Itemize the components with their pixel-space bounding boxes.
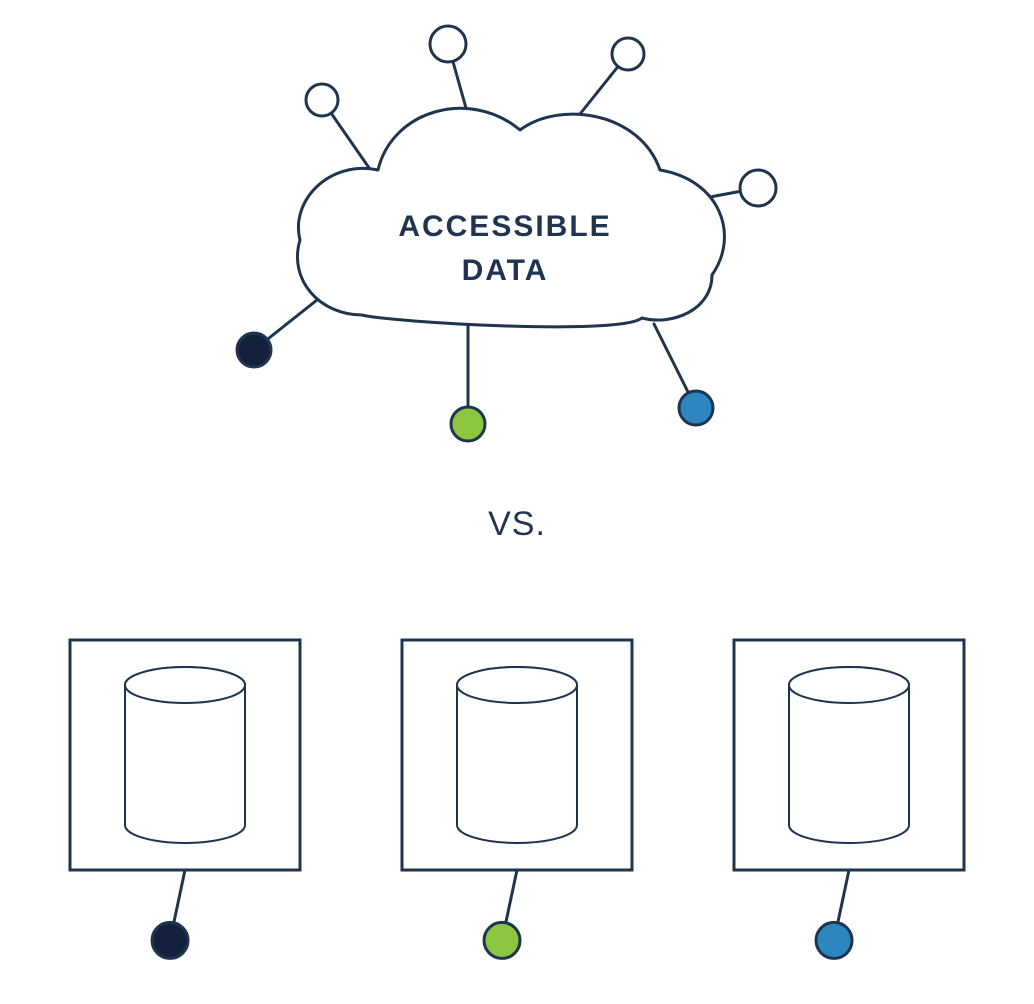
cloud-label-line1: ACCESSIBLE bbox=[398, 210, 611, 243]
silos-group bbox=[70, 640, 964, 958]
cloud-node-6 bbox=[237, 333, 271, 367]
cloud-group: ACCESSIBLE DATA bbox=[237, 26, 776, 441]
cloud-node-0 bbox=[306, 84, 338, 116]
diagram-container: ACCESSIBLE DATA VS. bbox=[0, 0, 1034, 1004]
vs-label: VS. bbox=[0, 505, 1034, 544]
cloud-node-2 bbox=[612, 38, 644, 70]
silo-node-1 bbox=[484, 922, 520, 958]
cloud-node-5 bbox=[451, 407, 485, 441]
cloud-node-3 bbox=[740, 170, 776, 206]
cloud-node-4 bbox=[679, 391, 713, 425]
cloud-label-line2: DATA bbox=[462, 254, 549, 287]
silo-node-2 bbox=[816, 922, 852, 958]
cloud-node-1 bbox=[430, 26, 466, 62]
silo-node-0 bbox=[152, 922, 188, 958]
diagram-svg: ACCESSIBLE DATA bbox=[0, 0, 1034, 1004]
